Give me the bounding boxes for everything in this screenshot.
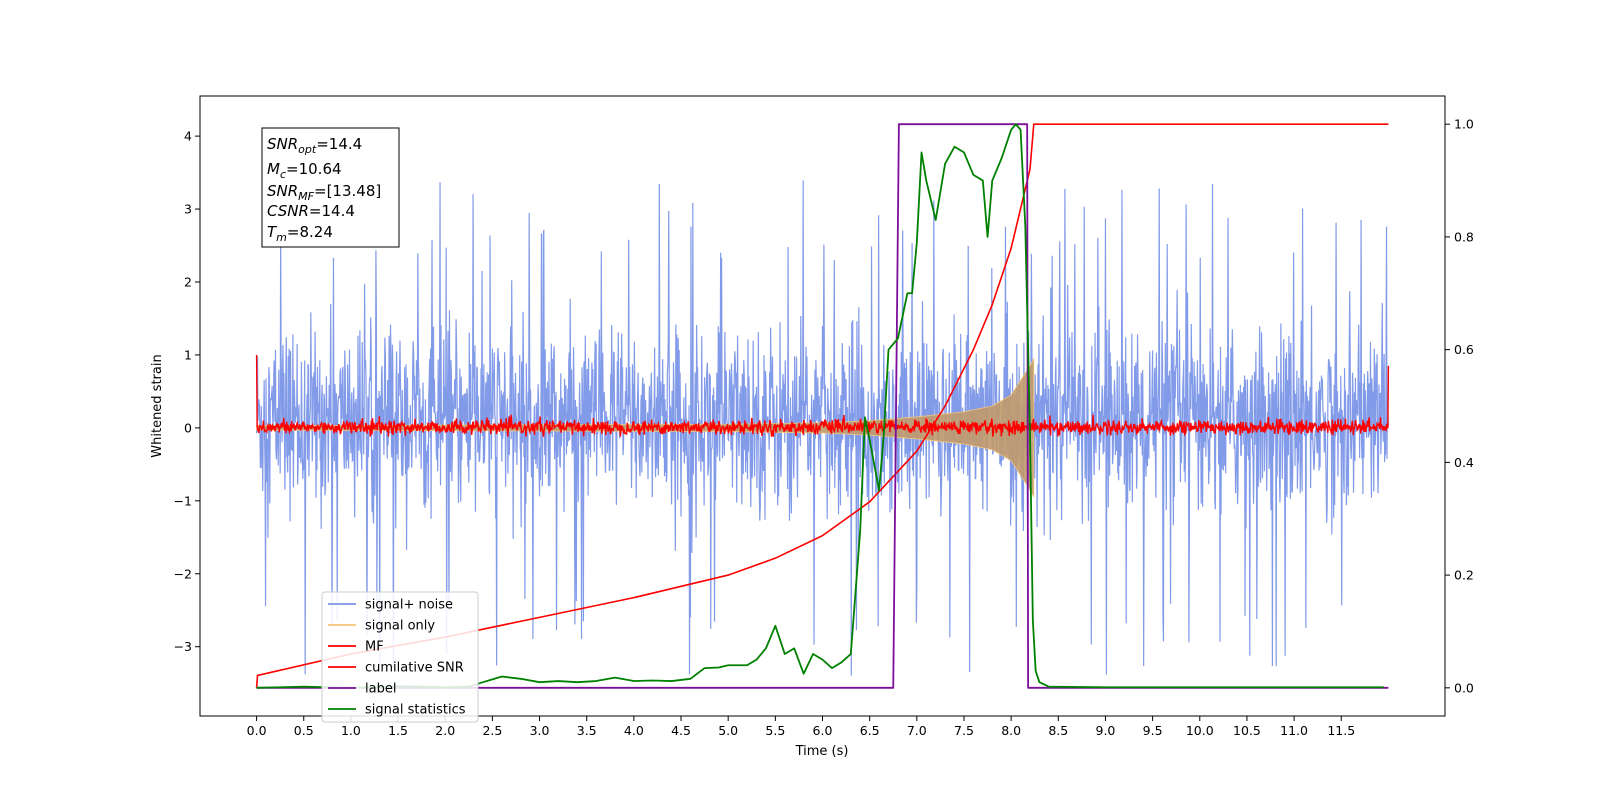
x-tick-label: 11.0 bbox=[1280, 723, 1308, 738]
legend-label: signal+ noise bbox=[365, 598, 453, 613]
y-tick-label: −3 bbox=[174, 639, 192, 654]
x-tick-label: 9.0 bbox=[1096, 723, 1116, 738]
series-label bbox=[256, 123, 1389, 689]
x-tick-label: 4.5 bbox=[671, 723, 691, 738]
y2-tick-label: 0.4 bbox=[1454, 455, 1474, 470]
y-tick-label: −1 bbox=[174, 493, 192, 508]
y2-tick-label: 0.2 bbox=[1454, 568, 1474, 583]
y-tick-label: 0 bbox=[184, 420, 192, 435]
x-tick-label: 1.0 bbox=[341, 723, 361, 738]
y2-tick-label: 0.6 bbox=[1454, 342, 1474, 357]
x-tick-label: 10.0 bbox=[1186, 723, 1214, 738]
y2-tick-label: 0.8 bbox=[1454, 229, 1474, 244]
legend-label: signal only bbox=[365, 619, 435, 634]
x-tick-label: 6.5 bbox=[860, 723, 880, 738]
legend-label: label bbox=[365, 682, 396, 697]
x-tick-label: 7.5 bbox=[954, 723, 974, 738]
x-tick-label: 5.5 bbox=[765, 723, 785, 738]
annotation-tm: Tm=8.24 bbox=[267, 223, 333, 244]
series-signal-statistics bbox=[256, 123, 1384, 689]
annotation-frame bbox=[261, 127, 400, 248]
x-tick-label: 3.0 bbox=[530, 723, 550, 738]
x-tick-label: 10.5 bbox=[1233, 723, 1261, 738]
x-tick-label: 4.0 bbox=[624, 723, 644, 738]
annotation-snr-mf: SNRMF=[13.48] bbox=[267, 182, 381, 203]
legend-frame bbox=[321, 591, 479, 723]
x-tick-label: 0.5 bbox=[294, 723, 314, 738]
x-tick-label: 8.0 bbox=[1001, 723, 1021, 738]
y-tick-label: 3 bbox=[184, 202, 192, 217]
x-tick-label: 1.5 bbox=[388, 723, 408, 738]
legend-label: signal statistics bbox=[365, 703, 466, 718]
x-tick-label: 5.0 bbox=[718, 723, 738, 738]
y2-tick-label: 1.0 bbox=[1454, 117, 1474, 132]
x-tick-label: 7.0 bbox=[907, 723, 927, 738]
x-tick-label: 0.0 bbox=[247, 723, 267, 738]
x-tick-label: 2.0 bbox=[435, 723, 455, 738]
y-tick-label: 2 bbox=[184, 275, 192, 290]
x-tick-label: 8.5 bbox=[1048, 723, 1068, 738]
series-mf bbox=[255, 354, 1390, 437]
x-axis-ticks: 0.0 0.5 1.0 1.5 2.0 2.5 3.0 3.5 4.0 4.5 5.0 5.5 6.0 6… bbox=[247, 716, 1355, 738]
legend-label: MF bbox=[365, 640, 384, 655]
y-tick-label: −2 bbox=[174, 566, 192, 581]
y-tick-label: 1 bbox=[184, 347, 192, 362]
x-tick-label: 6.0 bbox=[813, 723, 833, 738]
x-tick-label: 3.5 bbox=[577, 723, 597, 738]
x-tick-label: 2.5 bbox=[482, 723, 502, 738]
x-tick-label: 11.5 bbox=[1327, 723, 1355, 738]
x-axis-label: Time (s) bbox=[795, 744, 849, 759]
annotation-snr-opt: SNRopt=14.4 bbox=[267, 135, 362, 156]
y-tick-label: 4 bbox=[184, 129, 192, 144]
annotation-mc: Mc=10.64 bbox=[267, 160, 342, 181]
y-axis-ticks: 4 3 2 1 0 −1 −2 −3 bbox=[174, 129, 200, 654]
legend: signal+ noise signal only MF cumilative SNR… bbox=[321, 591, 479, 723]
x-tick-label: 9.5 bbox=[1143, 723, 1163, 738]
legend-label: cumilative SNR bbox=[365, 661, 464, 676]
y2-axis-ticks: 1.0 0.8 0.6 0.4 0.2 0.0 bbox=[1445, 117, 1474, 695]
annotation-csnr: CSNR=14.4 bbox=[267, 202, 355, 220]
y2-tick-label: 0.0 bbox=[1454, 680, 1474, 695]
y-axis-label: Whitened strain bbox=[150, 354, 165, 457]
annotation-box: SNRopt=14.4 Mc=10.64 SNRMF=[13.48] CSNR=… bbox=[261, 127, 400, 248]
